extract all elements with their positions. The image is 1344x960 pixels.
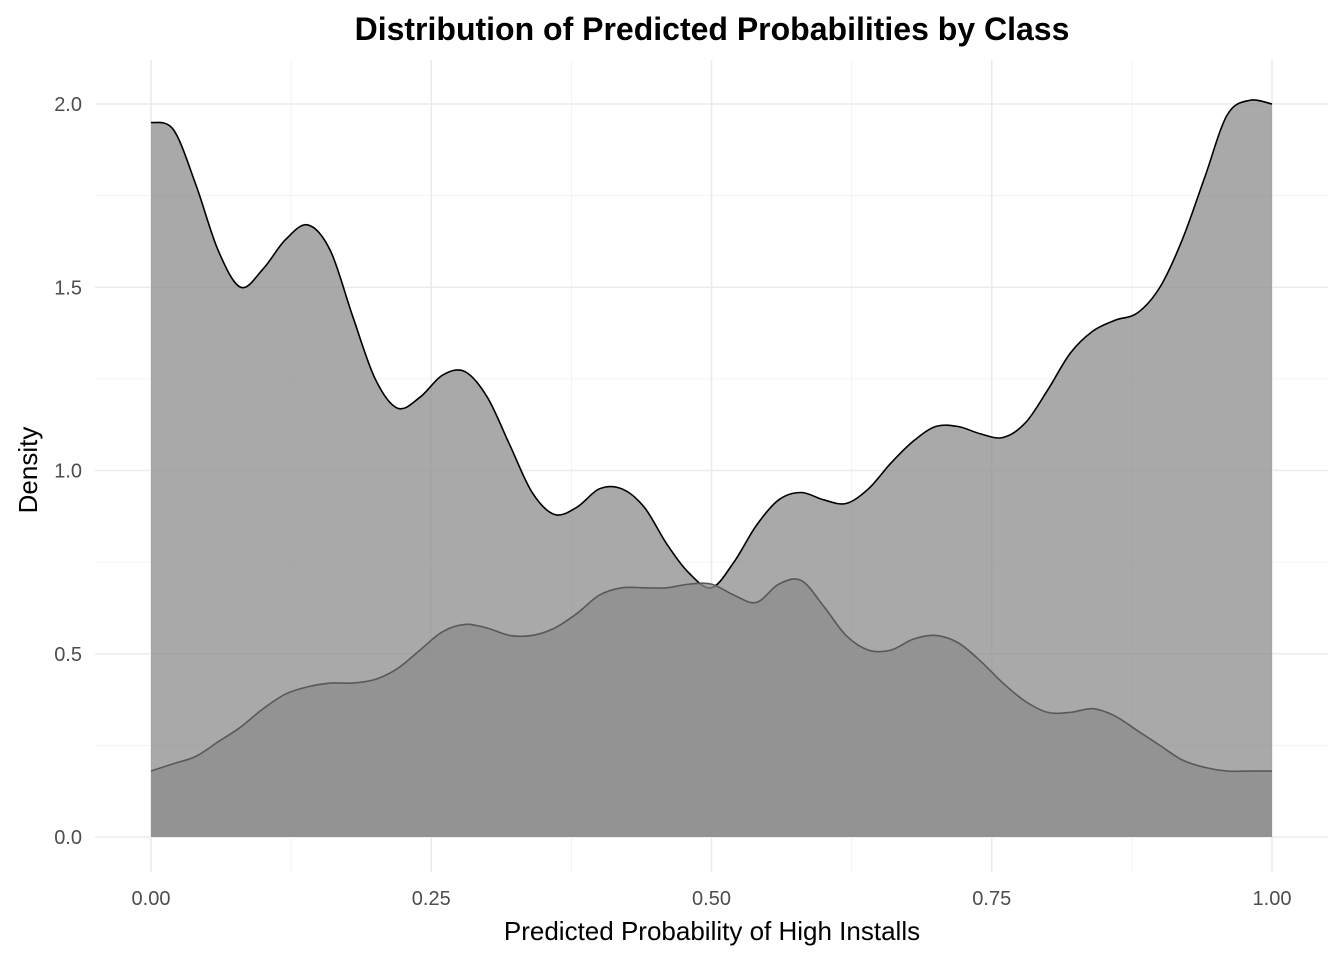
x-tick-label: 0.50 xyxy=(692,888,731,910)
density-areas xyxy=(150,99,1273,838)
y-tick-label: 1.5 xyxy=(54,277,82,299)
chart-title: Distribution of Predicted Probabilities … xyxy=(355,11,1070,47)
density-area-2 xyxy=(151,578,1272,837)
x-tick-label: 0.00 xyxy=(132,888,171,910)
x-tick-label: 1.00 xyxy=(1253,888,1292,910)
density-line-2 xyxy=(150,578,1272,773)
y-tick-label: 1.0 xyxy=(54,461,82,483)
y-tick-label: 2.0 xyxy=(54,94,82,116)
y-tick-label: 0.0 xyxy=(54,827,82,849)
y-tick-label: 0.5 xyxy=(54,644,82,666)
x-axis-ticks: 0.00 0.25 0.50 0.75 1.00 xyxy=(132,888,1292,910)
x-tick-label: 0.75 xyxy=(972,888,1011,910)
y-axis-ticks: 0.0 0.5 1.0 1.5 2.0 xyxy=(54,94,82,849)
y-axis-title: Density xyxy=(13,427,43,514)
x-tick-label: 0.25 xyxy=(412,888,451,910)
x-axis-title: Predicted Probability of High Installs xyxy=(504,916,920,946)
